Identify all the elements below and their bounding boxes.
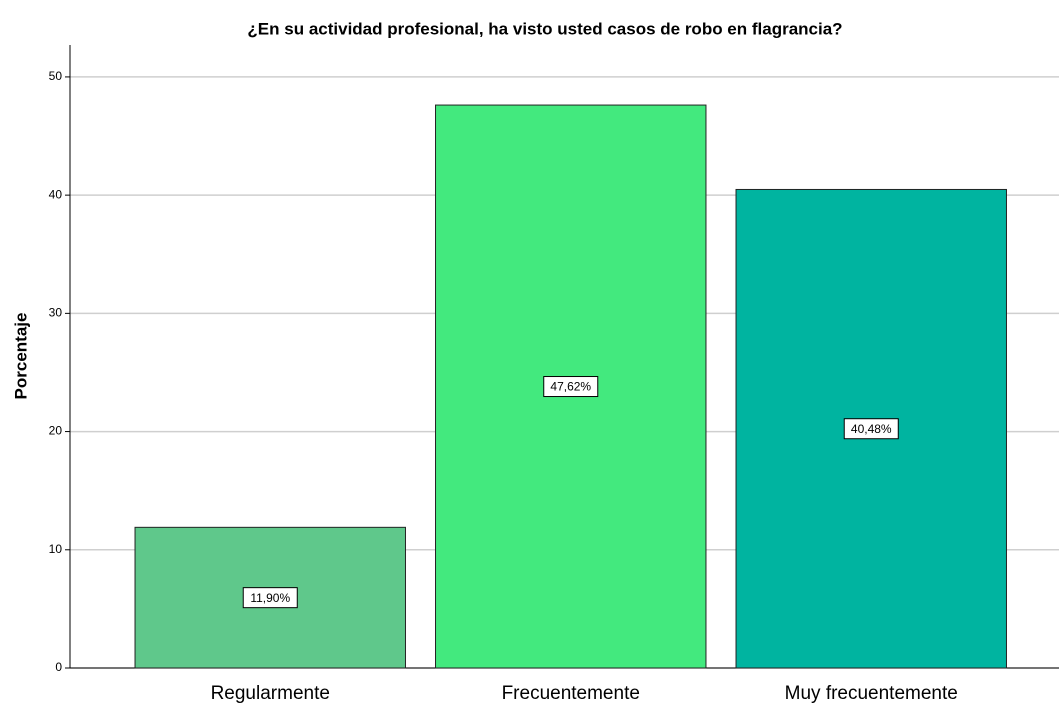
value-label: 40,48%: [851, 422, 892, 436]
value-label: 11,90%: [250, 591, 290, 605]
value-label-box: [543, 376, 599, 398]
value-label-box: [242, 587, 298, 609]
chart-title: ¿En su actividad profesional, ha visto u…: [247, 19, 842, 38]
y-tick-label: 0: [55, 660, 62, 674]
y-tick-label: 50: [49, 69, 63, 83]
x-tick-label: Regularmente: [211, 683, 330, 704]
y-tick-label: 10: [49, 542, 63, 556]
y-tick-label: 40: [49, 187, 63, 201]
y-tick-label: 30: [49, 306, 63, 320]
x-tick-label: Muy frecuentemente: [785, 683, 958, 704]
value-label-box: [843, 418, 899, 440]
value-label: 47,62%: [550, 380, 591, 394]
x-tick-label: Frecuentemente: [502, 683, 640, 704]
y-tick-label: 20: [49, 424, 63, 438]
y-axis-label: Porcentaje: [11, 313, 30, 400]
